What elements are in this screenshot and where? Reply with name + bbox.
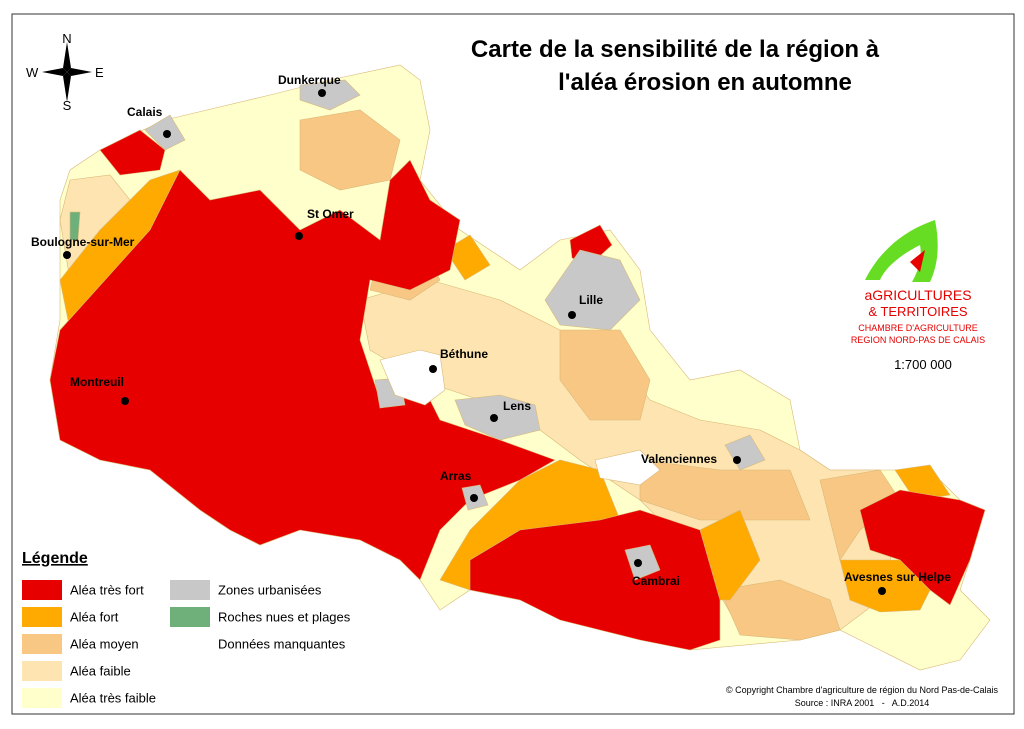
zone-tres-fort — [99, 129, 166, 176]
compass-w: W — [26, 65, 39, 80]
zone-tres-fort — [859, 489, 986, 606]
title-line: l'aléa érosion en automne — [558, 69, 852, 96]
city-dot — [63, 251, 71, 259]
legend-swatch — [22, 634, 62, 654]
city-label: Lens — [503, 399, 531, 413]
legend-label: Aléa très faible — [70, 690, 156, 705]
city-dot — [163, 130, 171, 138]
zone-urbaine — [544, 249, 641, 331]
zone-urbaine — [624, 544, 661, 581]
city-label: Arras — [440, 469, 472, 483]
city-dot — [429, 365, 437, 373]
city-dot — [733, 456, 741, 464]
zone-moyen — [639, 459, 811, 521]
cities: Dunkerque Calais St Omer Boulogne-sur-Me… — [31, 73, 951, 595]
city-label: Dunkerque — [278, 73, 341, 87]
zone-moyen — [559, 329, 651, 421]
city-label: Cambrai — [632, 574, 680, 588]
city-dot — [568, 311, 576, 319]
logo-text: & TERRITOIRES — [868, 304, 968, 319]
source: Source : INRA 2001 - A.D.2014 — [795, 698, 930, 708]
city-dot — [490, 414, 498, 422]
copyright: © Copyright Chambre d'agriculture de rég… — [726, 685, 998, 695]
region-map — [49, 64, 991, 671]
zone-moyen — [819, 469, 901, 561]
zone-fort — [894, 464, 951, 501]
zone-fort — [444, 234, 491, 281]
city-dot — [295, 232, 303, 240]
logo-text: aGRICULTURES — [864, 287, 971, 303]
city-dot — [878, 587, 886, 595]
legend-swatch — [170, 580, 210, 600]
zone-tres-fort — [469, 509, 721, 651]
legend-swatch — [22, 580, 62, 600]
city-label: Calais — [127, 105, 163, 119]
legend-title: Légende — [22, 550, 88, 567]
compass-s: S — [63, 98, 72, 113]
compass-n: N — [62, 31, 71, 46]
logo: aGRICULTURES & TERRITOIRES CHAMBRE D'AGR… — [851, 220, 985, 345]
zone-roches — [69, 211, 81, 241]
legend-swatch — [170, 634, 210, 654]
legend-swatch — [22, 688, 62, 708]
zone-manquante — [379, 349, 446, 406]
logo-arrow — [910, 250, 925, 272]
city-label: Avesnes sur Helpe — [844, 570, 951, 584]
compass: N S E W — [26, 31, 104, 113]
city-dot — [318, 89, 326, 97]
compass-needle — [63, 42, 71, 72]
zone-urbaine — [299, 79, 361, 111]
compass-e: E — [95, 65, 104, 80]
city-label: Boulogne-sur-Mer — [31, 235, 135, 249]
compass-needle — [67, 68, 92, 76]
city-label: Lille — [579, 293, 603, 307]
legend-label: Aléa moyen — [70, 636, 139, 651]
legend-label: Aléa très fort — [70, 582, 144, 597]
legend-label: Roches nues et plages — [218, 609, 351, 624]
legend-label: Zones urbanisées — [218, 582, 322, 597]
compass-needle — [63, 72, 71, 102]
zone-manquante — [594, 449, 661, 486]
city-dot — [634, 559, 642, 567]
city-label: Béthune — [440, 347, 488, 361]
legend-label: Données manquantes — [218, 636, 346, 651]
city-label: St Omer — [307, 207, 354, 221]
scale: 1:700 000 — [894, 357, 952, 372]
city-dot — [470, 494, 478, 502]
compass-needle — [42, 68, 67, 76]
title-line: Carte de la sensibilité de la région à — [471, 36, 880, 63]
logo-text: REGION NORD-PAS DE CALAIS — [851, 335, 985, 345]
city-label: Valenciennes — [641, 452, 717, 466]
city-dot — [121, 397, 129, 405]
legend: Aléa très fort Aléa fort Aléa moyen Aléa fa… — [22, 580, 351, 708]
legend-swatch — [22, 607, 62, 627]
zone-moyen — [719, 579, 841, 641]
city-label: Montreuil — [70, 375, 124, 389]
logo-text: CHAMBRE D'AGRICULTURE — [858, 323, 978, 333]
legend-label: Aléa fort — [70, 609, 119, 624]
legend-label: Aléa faible — [70, 663, 131, 678]
legend-swatch — [22, 661, 62, 681]
legend-swatch — [170, 607, 210, 627]
